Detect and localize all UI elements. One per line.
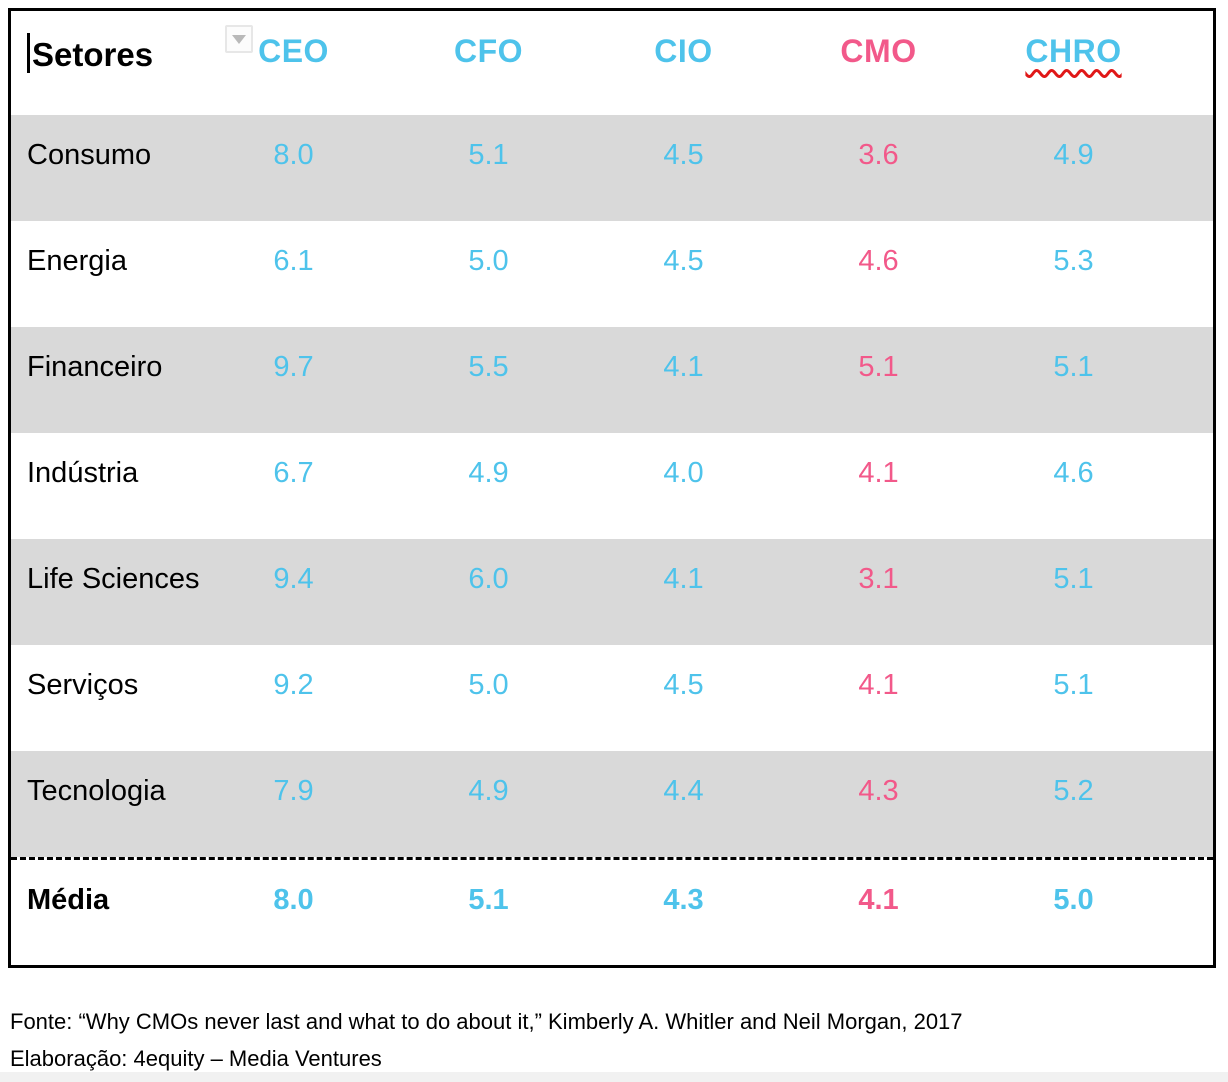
table-row-life-sciences[interactable]: Life Sciences 9.4 6.0 4.1 3.1 5.1 [11,539,1213,645]
cell-chro: 5.1 [1053,351,1094,383]
cell-chro: 5.0 [1053,884,1094,916]
tenure-table: Setores CEO CFO CIO CMO CHRO Consumo 8.0… [8,8,1216,968]
filter-dropdown-button[interactable] [225,25,253,53]
cell-cio: 4.5 [663,245,704,277]
cell-ceo: 9.4 [273,563,314,595]
table-title-cell[interactable]: Setores [11,33,196,115]
column-header-cfo[interactable]: CFO [391,33,586,115]
table-row-consumo[interactable]: Consumo 8.0 5.1 4.5 3.6 4.9 [11,115,1213,221]
row-label: Serviços [27,669,139,701]
cell-ceo: 7.9 [273,775,314,807]
cell-cfo: 5.5 [468,351,509,383]
cell-cmo: 5.1 [858,351,899,383]
cell-cmo: 3.6 [858,139,899,171]
table-row-media[interactable]: Média 8.0 5.1 4.3 4.1 5.0 [11,857,1213,963]
table-header-row: Setores CEO CFO CIO CMO CHRO [11,11,1213,115]
row-label: Consumo [27,139,152,171]
text-cursor [27,33,30,73]
source-line: Fonte: “Why CMOs never last and what to … [10,1009,963,1034]
row-label: Energia [27,245,127,277]
cell-ceo: 9.7 [273,351,314,383]
cell-ceo: 6.1 [273,245,314,277]
cell-cmo: 3.1 [858,563,899,595]
cell-ceo: 6.7 [273,457,314,489]
cell-cio: 4.5 [663,139,704,171]
table-row-energia[interactable]: Energia 6.1 5.0 4.5 4.6 5.3 [11,221,1213,327]
cell-cfo: 4.9 [468,457,509,489]
table-row-industria[interactable]: Indústria 6.7 4.9 4.0 4.1 4.6 [11,433,1213,539]
row-label: Life Sciences [27,563,200,595]
spellcheck-underline: CHRO [1025,33,1122,69]
cell-cio: 4.1 [663,563,704,595]
column-header-chro[interactable]: CHRO [976,33,1171,115]
elaboration-line: Elaboração: 4equity – Media Ventures [10,1046,382,1071]
cell-cmo: 4.1 [858,457,899,489]
cell-cio: 4.0 [663,457,704,489]
cell-chro: 5.1 [1053,669,1094,701]
cell-cmo: 4.3 [858,775,899,807]
cell-cio: 4.4 [663,775,704,807]
cell-cfo: 6.0 [468,563,509,595]
row-label: Tecnologia [27,775,166,807]
column-header-cio[interactable]: CIO [586,33,781,115]
cell-cio: 4.1 [663,351,704,383]
table-row-financeiro[interactable]: Financeiro 9.7 5.5 4.1 5.1 5.1 [11,327,1213,433]
cell-chro: 4.9 [1053,139,1094,171]
cell-cfo: 5.0 [468,669,509,701]
cell-cio: 4.5 [663,669,704,701]
cell-cio: 4.3 [663,884,704,916]
table-title: Setores [32,36,154,73]
column-header-label: CIO [654,33,713,69]
column-header-label: CFO [453,33,524,69]
cell-ceo: 9.2 [273,669,314,701]
cell-chro: 5.1 [1053,563,1094,595]
bottom-edge-strip [0,1072,1228,1082]
row-label: Indústria [27,457,139,489]
table-row-tecnologia[interactable]: Tecnologia 7.9 4.9 4.4 4.3 5.2 [11,751,1213,857]
column-header-cmo[interactable]: CMO [781,33,976,115]
cell-chro: 5.3 [1053,245,1094,277]
source-notes: Fonte: “Why CMOs never last and what to … [10,1003,963,1077]
row-label: Financeiro [27,351,163,383]
cell-ceo: 8.0 [273,139,314,171]
cell-ceo: 8.0 [273,884,314,916]
column-header-ceo[interactable]: CEO [196,33,391,115]
cell-cfo: 5.0 [468,245,509,277]
table-row-servicos[interactable]: Serviços 9.2 5.0 4.5 4.1 5.1 [11,645,1213,751]
cell-chro: 5.2 [1053,775,1094,807]
column-header-label: CMO [840,33,917,69]
column-header-label: CEO [258,33,329,69]
cell-cfo: 5.1 [468,884,509,916]
cell-cmo: 4.1 [858,669,899,701]
row-label: Média [27,884,110,916]
cell-cmo: 4.1 [858,884,899,916]
cell-cfo: 4.9 [468,775,509,807]
cell-cfo: 5.1 [468,139,509,171]
cell-cmo: 4.6 [858,245,899,277]
chevron-down-icon [232,34,246,44]
cell-chro: 4.6 [1053,457,1094,489]
